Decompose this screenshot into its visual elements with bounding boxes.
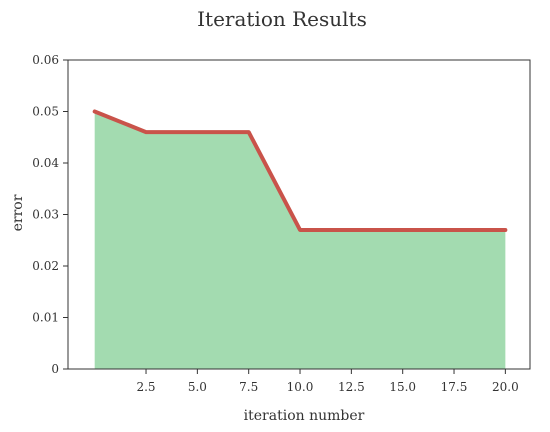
y-axis-label: error [10, 194, 26, 231]
x-tick-label: 20.0 [492, 380, 519, 394]
y-tick-label: 0.05 [32, 105, 59, 119]
y-tick-label: 0.03 [32, 208, 59, 222]
chart-title: Iteration Results [197, 7, 367, 31]
x-tick-label: 15.0 [389, 380, 416, 394]
x-tick-label: 2.5 [136, 380, 155, 394]
x-tick-label: 7.5 [239, 380, 258, 394]
y-tick-label: 0.04 [32, 156, 59, 170]
x-tick-label: 5.0 [188, 380, 207, 394]
x-axis-label: iteration number [244, 408, 365, 424]
x-tick-label: 10.0 [287, 380, 314, 394]
x-tick-label: 12.5 [338, 380, 365, 394]
y-tick-label: 0.01 [32, 311, 59, 325]
y-tick-label: 0.06 [32, 53, 59, 67]
x-tick-label: 17.5 [441, 380, 468, 394]
y-tick-label: 0.02 [32, 259, 59, 273]
y-tick-label: 0 [51, 362, 59, 376]
error-area [94, 111, 506, 369]
plot-area: 0 0.01 0.02 0.03 0.04 0.05 0.06 2.5 5.0 7.5 10.0 12… [32, 53, 531, 394]
